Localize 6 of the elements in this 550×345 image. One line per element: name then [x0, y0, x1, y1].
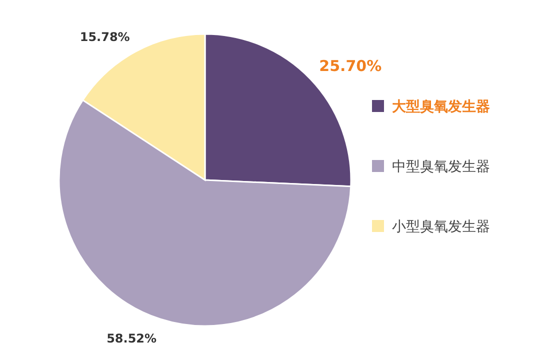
legend-label: 大型臭氧发生器 [392, 99, 490, 115]
legend-label: 中型臭氧发生器 [392, 159, 490, 175]
legend-label: 小型臭氧发生器 [392, 219, 490, 235]
data-label: 58.52% [106, 331, 157, 345]
data-label: 25.70% [319, 56, 382, 75]
data-label: 15.78% [80, 30, 130, 44]
